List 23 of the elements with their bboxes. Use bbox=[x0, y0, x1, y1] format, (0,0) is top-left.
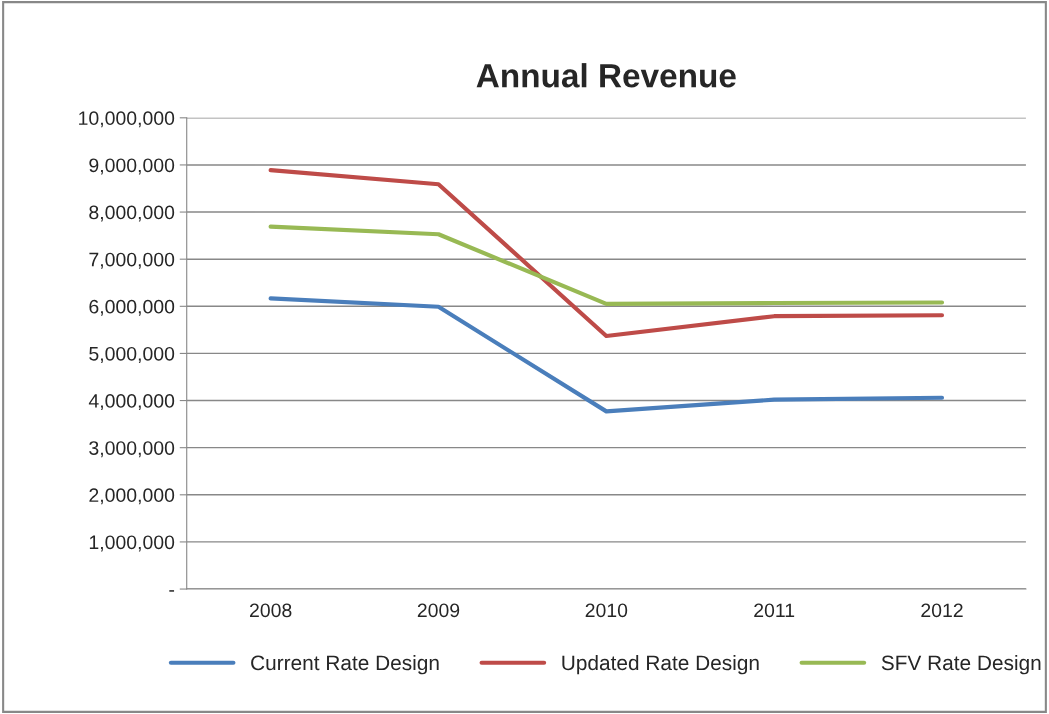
x-tick-label: 2012 bbox=[921, 603, 963, 618]
line-series bbox=[268, 296, 945, 414]
x-tick-label: 2009 bbox=[417, 603, 460, 618]
y-tick-label: 1,000,000 bbox=[89, 535, 175, 552]
chart-title: Annual Revenue bbox=[476, 63, 736, 88]
y-tick-label: 9,000,000 bbox=[89, 158, 175, 175]
y-tick-label: - bbox=[169, 590, 175, 592]
legend-label: Updated Rate Design bbox=[562, 654, 759, 675]
line-series bbox=[268, 224, 945, 307]
y-tick-label: 3,000,000 bbox=[89, 441, 175, 458]
y-tick-label: 8,000,000 bbox=[89, 205, 175, 222]
x-tick-label: 2008 bbox=[249, 603, 292, 618]
y-tick-label: 4,000,000 bbox=[88, 394, 175, 411]
line-series bbox=[268, 168, 945, 339]
y-tick-label: 6,000,000 bbox=[89, 299, 175, 316]
y-tick-label: 5,000,000 bbox=[89, 346, 175, 363]
x-tick-label: 2010 bbox=[585, 603, 628, 618]
x-tick-label: 2011 bbox=[754, 603, 795, 618]
y-tick-label: 10,000,000 bbox=[79, 111, 175, 128]
legend-label: Current Rate Design bbox=[251, 654, 439, 675]
legend-label: SFV Rate Design bbox=[881, 654, 1041, 675]
y-tick-label: 7,000,000 bbox=[89, 252, 175, 269]
y-tick-label: 2,000,000 bbox=[89, 488, 175, 505]
